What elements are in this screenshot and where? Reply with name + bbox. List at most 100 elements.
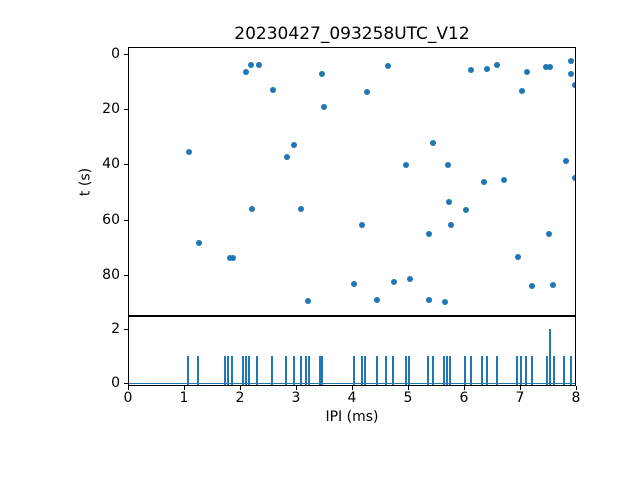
x-tick-label: 3 bbox=[291, 390, 301, 406]
y-tick-label: 60 bbox=[102, 211, 120, 228]
spike-bar bbox=[361, 356, 364, 385]
scatter-point bbox=[462, 206, 469, 213]
scatter-point bbox=[444, 161, 451, 168]
scatter-point bbox=[243, 69, 250, 76]
scatter-point bbox=[186, 148, 193, 155]
spike-bar bbox=[516, 356, 519, 385]
scatter-point bbox=[481, 179, 488, 186]
spike-bar bbox=[364, 356, 367, 385]
spike-bar bbox=[408, 356, 411, 385]
scatter-point bbox=[568, 71, 575, 78]
x-tick-mark bbox=[575, 386, 577, 390]
scatter-point bbox=[515, 254, 522, 261]
spike-bar bbox=[245, 356, 248, 385]
x-axis-label: IPI (ms) bbox=[325, 409, 379, 425]
scatter-point bbox=[319, 71, 326, 78]
scatter-point bbox=[442, 298, 449, 305]
scatter-point bbox=[269, 87, 276, 94]
y-tick-mark bbox=[124, 328, 128, 330]
spike-bar bbox=[307, 356, 310, 385]
scatter-point bbox=[403, 161, 410, 168]
spike-bar bbox=[376, 356, 379, 385]
scatter-point bbox=[501, 177, 508, 184]
scatter-point bbox=[406, 275, 413, 282]
baseline-trace bbox=[129, 382, 575, 385]
spike-bar bbox=[445, 356, 448, 385]
x-tick-mark bbox=[239, 386, 241, 390]
spike-bar bbox=[196, 356, 199, 385]
spike-bar bbox=[353, 356, 356, 385]
spike-bar bbox=[242, 356, 245, 385]
y-tick-mark bbox=[124, 53, 128, 55]
spike-bar bbox=[391, 356, 394, 385]
spike-bar bbox=[223, 356, 226, 385]
scatter-point bbox=[230, 254, 237, 261]
y-tick-label: 0 bbox=[111, 45, 120, 62]
scatter-point bbox=[291, 141, 298, 148]
y-tick-label: 0 bbox=[111, 375, 120, 392]
x-tick-label: 8 bbox=[571, 390, 581, 406]
y-tick-mark bbox=[124, 274, 128, 276]
scatter-point bbox=[430, 140, 437, 147]
y-tick-mark bbox=[124, 219, 128, 221]
spike-bar bbox=[469, 356, 472, 385]
spike-bar bbox=[305, 356, 308, 385]
spike-bar bbox=[255, 356, 258, 385]
x-tick-label: 7 bbox=[515, 390, 525, 406]
x-tick-mark bbox=[519, 386, 521, 390]
scatter-point bbox=[426, 231, 433, 238]
scatter-point bbox=[255, 62, 262, 69]
figure-title: 20230427_093258UTC_V12 bbox=[234, 24, 470, 44]
x-tick-label: 5 bbox=[403, 390, 413, 406]
spike-bar bbox=[549, 329, 552, 385]
scatter-point bbox=[549, 282, 556, 289]
scatter-point bbox=[572, 175, 575, 182]
x-tick-mark bbox=[183, 386, 185, 390]
scatter-point bbox=[196, 239, 203, 246]
spike-bar bbox=[563, 356, 566, 385]
spike-bar bbox=[321, 356, 324, 385]
spike-bar bbox=[271, 356, 274, 385]
spike-bar bbox=[404, 356, 407, 385]
spike-bar bbox=[448, 356, 451, 385]
scatter-point bbox=[359, 222, 366, 229]
scatter-point bbox=[568, 58, 575, 65]
scatter-point bbox=[546, 63, 553, 70]
spike-bar bbox=[569, 356, 572, 385]
y-tick-mark bbox=[124, 109, 128, 111]
y-tick-mark bbox=[124, 383, 128, 385]
spike-bar bbox=[525, 356, 528, 385]
scatter-point bbox=[320, 103, 327, 110]
x-tick-label: 0 bbox=[123, 390, 133, 406]
scatter-point bbox=[519, 88, 526, 95]
x-tick-mark bbox=[351, 386, 353, 390]
scatter-point bbox=[493, 61, 500, 68]
spike-bar bbox=[319, 356, 322, 385]
spike-bar bbox=[231, 356, 234, 385]
scatter-point bbox=[446, 199, 452, 206]
x-tick-mark bbox=[295, 386, 297, 390]
spike-bar bbox=[299, 356, 302, 385]
scatter-point bbox=[298, 206, 305, 213]
x-tick-mark bbox=[463, 386, 465, 390]
scatter-point bbox=[529, 283, 536, 290]
spike-bar bbox=[485, 356, 488, 385]
scatter-point bbox=[284, 154, 291, 161]
spike-bar bbox=[480, 356, 483, 385]
spike-bar bbox=[293, 356, 296, 385]
scatter-point bbox=[391, 279, 398, 286]
spike-bar bbox=[248, 356, 251, 385]
scatter-point bbox=[448, 222, 455, 229]
spike-bar bbox=[495, 356, 498, 385]
scatter-point bbox=[304, 297, 311, 304]
spike-bar bbox=[530, 356, 533, 385]
spike-bar bbox=[426, 356, 429, 385]
y-tick-label: 40 bbox=[102, 156, 120, 173]
x-tick-label: 1 bbox=[179, 390, 189, 406]
spike-bar bbox=[432, 356, 435, 385]
scatter-point bbox=[351, 280, 358, 287]
x-tick-mark bbox=[127, 386, 129, 390]
x-tick-label: 2 bbox=[235, 390, 245, 406]
spike-bar bbox=[520, 356, 523, 385]
